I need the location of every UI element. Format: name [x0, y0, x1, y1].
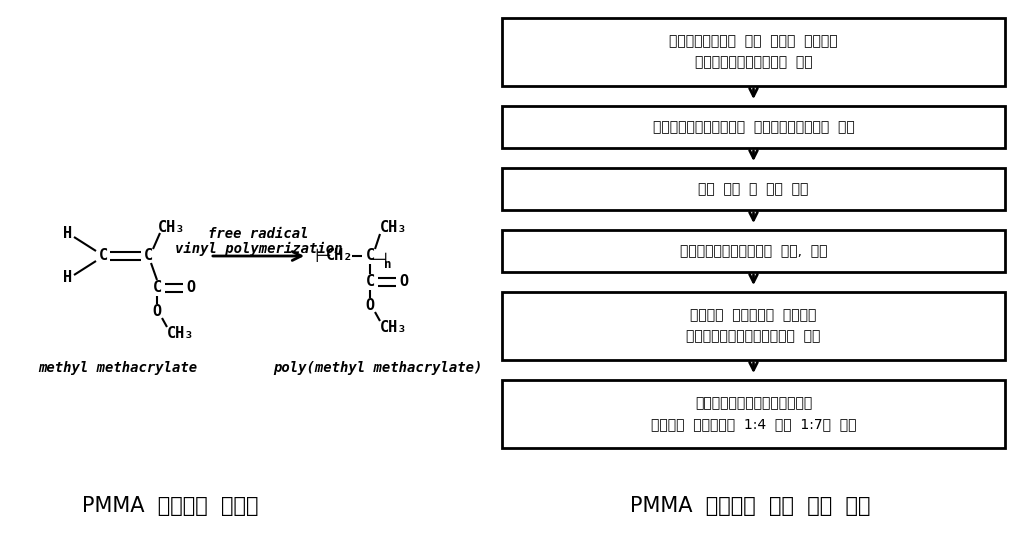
Text: 옥틸시아노아크릴레이트  정제,  분리: 옥틸시아노아크릴레이트 정제, 분리 [680, 244, 828, 258]
Text: C: C [366, 275, 375, 290]
Text: 시아노아세트산과  옥탄  알콜을  반응시켜
옥틸시아노아세테이트를  제조: 시아노아세트산과 옥탄 알콜을 반응시켜 옥틸시아노아세테이트를 제조 [670, 34, 838, 70]
Text: C: C [98, 249, 107, 264]
Bar [502, 168, 1005, 210]
Text: CH₃: CH₃ [380, 320, 407, 335]
Text: 부산물을  실리카겔로  정제하여
폴리옥틸시아노아크릴레이트  수득: 부산물을 실리카겔로 정제하여 폴리옥틸시아노아크릴레이트 수득 [687, 309, 821, 343]
Text: n: n [384, 257, 392, 271]
Text: H: H [64, 226, 73, 241]
Text: O: O [366, 299, 375, 314]
Text: O: O [399, 275, 408, 290]
Bar [502, 380, 1005, 448]
Text: poly(methyl methacrylate): poly(methyl methacrylate) [274, 361, 482, 375]
Text: methyl methacrylate: methyl methacrylate [38, 361, 198, 375]
Text: O: O [152, 305, 161, 320]
Bar [502, 18, 1005, 86]
Bar [502, 106, 1005, 148]
Text: C: C [152, 280, 161, 295]
Text: $\vdash$: $\vdash$ [311, 246, 332, 266]
Text: vinyl polymerization: vinyl polymerization [175, 242, 342, 256]
Text: C: C [144, 249, 153, 264]
Text: 옥틸시아노아세테이트와  파라포름알데히드를  반응: 옥틸시아노아세테이트와 파라포름알데히드를 반응 [652, 120, 854, 134]
Text: PMMA  중합반응  화학식: PMMA 중합반응 화학식 [82, 496, 258, 516]
Bar [502, 230, 1005, 272]
Text: CH₃: CH₃ [380, 221, 407, 236]
Text: 폴리옥틸시아노아크릴레이트와
골전도성  무기물질을  1:4  내지  1:7로  혼합: 폴리옥틸시아노아크릴레이트와 골전도성 무기물질을 1:4 내지 1:7로 혼합 [650, 396, 856, 431]
Text: free radical: free radical [209, 227, 309, 241]
Text: H: H [64, 271, 73, 285]
Text: PMMA  플라스틱  소재  제조  공정: PMMA 플라스틱 소재 제조 공정 [630, 496, 870, 516]
Text: C: C [366, 249, 375, 264]
Text: CH₂: CH₂ [326, 249, 354, 264]
Text: CH₃: CH₃ [158, 221, 185, 236]
Text: O: O [186, 280, 196, 295]
Text: 반응  완료  후  용매  제거: 반응 완료 후 용매 제거 [698, 182, 808, 196]
Bar [502, 292, 1005, 360]
Text: CH₃: CH₃ [167, 326, 194, 341]
Text: $\dashv$: $\dashv$ [368, 251, 389, 271]
